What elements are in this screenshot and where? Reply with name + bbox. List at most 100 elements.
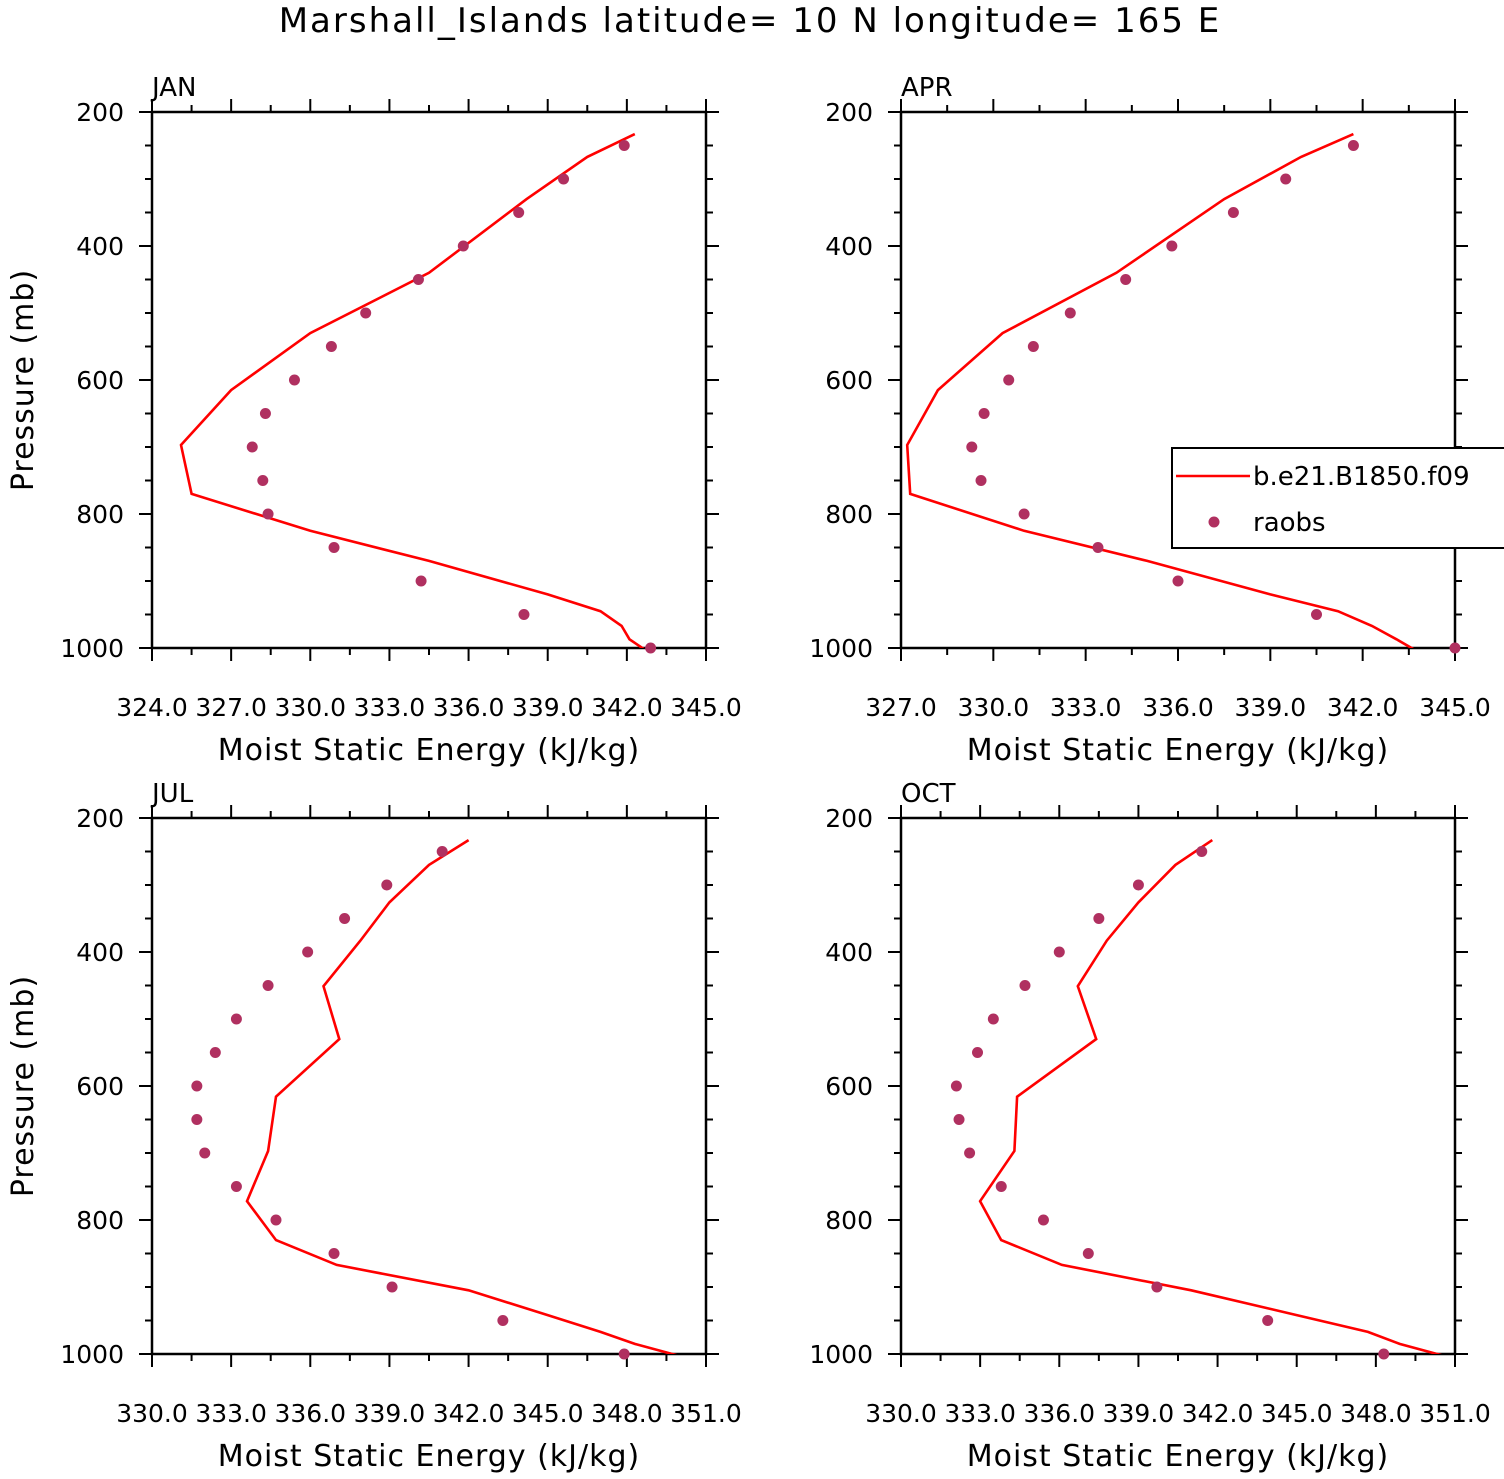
raobs-point (1151, 1281, 1163, 1293)
x-tick-label: 339.0 (1235, 693, 1307, 722)
x-tick-label: 342.0 (1182, 1399, 1254, 1428)
y-tick-label: 200 (825, 98, 873, 127)
x-tick-label: 351.0 (670, 1399, 742, 1428)
x-tick-label: 339.0 (1103, 1399, 1175, 1428)
panel-jan: JAN 200 400 600 800 1000 324.0 327.0 330.0 333.0 3… (6, 73, 742, 768)
raobs-point (246, 441, 258, 453)
raobs-point (1092, 542, 1104, 553)
raobs-point (230, 1181, 242, 1192)
x-tick-label: 330.0 (958, 693, 1030, 722)
raobs-point (1120, 274, 1132, 285)
raobs-point (1037, 1214, 1049, 1226)
raobs-point (975, 475, 987, 486)
x-tick-label: 336.0 (274, 1399, 346, 1428)
raobs-point (412, 274, 424, 285)
raobs-point (230, 1013, 242, 1025)
x-tick-label: 345.0 (670, 693, 742, 722)
y-tick-label: 1000 (809, 634, 873, 663)
y-tick-label: 600 (76, 366, 124, 395)
raobs-point (381, 879, 393, 891)
y-tick-label: 600 (825, 1072, 873, 1101)
panel-label: JAN (150, 73, 196, 103)
y-tick-label: 800 (76, 500, 124, 529)
y-tick-label: 400 (825, 938, 873, 967)
x-tick-label: 351.0 (1419, 1399, 1491, 1428)
raobs-point (645, 642, 657, 654)
x-tick-label: 345.0 (1261, 1399, 1333, 1428)
raobs-point (339, 913, 351, 924)
raobs-point (1227, 207, 1239, 218)
raobs-point (1196, 846, 1208, 857)
raobs-point (191, 1080, 203, 1092)
raobs-point (964, 1147, 976, 1159)
panel-label: APR (901, 73, 953, 103)
raobs-point (1082, 1248, 1094, 1259)
raobs-point (618, 1348, 630, 1360)
x-tick-label: 342.0 (433, 1399, 505, 1428)
x-tick-label: 345.0 (1419, 693, 1491, 722)
raobs-point (513, 207, 525, 218)
raobs-point (972, 1047, 984, 1058)
raobs-point (288, 374, 300, 386)
x-tick-label: 342.0 (591, 693, 663, 722)
x-tick-label: 345.0 (512, 1399, 584, 1428)
panel-apr: APR 200 400 600 800 1000 327.0 330.0 333.0 336.0 3… (809, 73, 1490, 768)
y-tick-label: 400 (76, 232, 124, 261)
y-tick-label: 1000 (60, 1340, 124, 1369)
raobs-point (1347, 140, 1359, 151)
raobs-point (257, 475, 269, 486)
y-tick-label: 1000 (60, 634, 124, 663)
x-tick-label: 330.0 (865, 1399, 937, 1428)
x-tick-label: 333.0 (354, 693, 426, 722)
raobs-point (1172, 575, 1184, 587)
x-tick-label: 330.0 (274, 693, 346, 722)
raobs-point (199, 1147, 211, 1159)
x-tick-label: 342.0 (1327, 693, 1399, 722)
legend-dot-swatch (1208, 516, 1220, 528)
raobs-point (1064, 307, 1076, 319)
figure-title: Marshall_Islands latitude= 10 N longitud… (279, 1, 1222, 41)
y-axis-label: Pressure (mb) (6, 975, 41, 1197)
raobs-point (191, 1114, 203, 1125)
x-tick-label: 327.0 (195, 693, 267, 722)
raobs-point (1019, 980, 1031, 991)
raobs-point (262, 508, 274, 520)
raobs-point (966, 441, 978, 453)
raobs-point (259, 408, 271, 419)
raobs-point (1311, 609, 1322, 620)
raobs-point (1053, 946, 1065, 958)
raobs-point (209, 1047, 221, 1058)
raobs-point (618, 140, 630, 151)
y-tick-label: 800 (825, 500, 873, 529)
y-tick-label: 600 (76, 1072, 124, 1101)
panel-label: JUL (150, 779, 194, 809)
raobs-point (1449, 642, 1461, 654)
raobs-point (360, 307, 372, 319)
y-tick-label: 200 (76, 804, 124, 833)
legend: b.e21.B1850.f09 raobs (1171, 447, 1504, 549)
x-axis-label: Moist Static Energy (kJ/kg) (967, 1439, 1390, 1474)
y-tick-label: 200 (76, 98, 124, 127)
y-tick-label: 400 (76, 938, 124, 967)
y-tick-label: 1000 (809, 1340, 873, 1369)
x-tick-label: 336.0 (1142, 693, 1214, 722)
x-tick-label: 333.0 (1050, 693, 1122, 722)
x-tick-label: 336.0 (1023, 1399, 1095, 1428)
x-tick-label: 333.0 (944, 1399, 1016, 1428)
series-line-model (978, 839, 1442, 1354)
series-line-model (245, 838, 678, 1354)
x-tick-label: 330.0 (116, 1399, 188, 1428)
raobs-point (953, 1114, 965, 1125)
raobs-point (325, 341, 337, 352)
raobs-point (415, 575, 427, 587)
series-line-model (905, 132, 1415, 648)
raobs-point (328, 542, 340, 553)
x-tick-label: 324.0 (116, 693, 188, 722)
raobs-point (302, 946, 314, 958)
x-axis-label: Moist Static Energy (kJ/kg) (967, 733, 1390, 768)
x-axis-label: Moist Static Energy (kJ/kg) (218, 733, 641, 768)
raobs-point (386, 1281, 398, 1293)
